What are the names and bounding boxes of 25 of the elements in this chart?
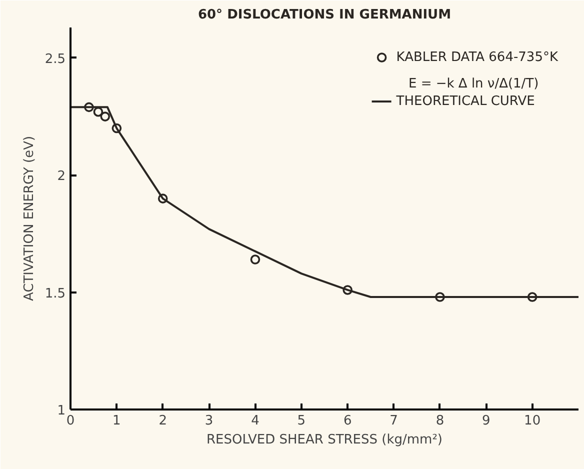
x-tick-label: 2 <box>158 414 168 428</box>
y-tick-label: 1.5 <box>44 286 66 302</box>
x-axis-title: RESOLVED SHEAR STRESS (kg/mm²) <box>206 432 443 448</box>
y-axis-title: ACTIVATION ENERGY (eV) <box>22 136 37 302</box>
x-tick-label: 6 <box>343 414 352 428</box>
y-tick-label: 2.5 <box>44 52 66 67</box>
chart-title: 60° DISLOCATIONS IN GERMANIUM <box>198 8 452 22</box>
x-tick-label: 0 <box>66 414 75 428</box>
x-tick-label: 1 <box>112 414 121 428</box>
point <box>93 106 104 117</box>
x-tick-label: 7 <box>390 414 398 428</box>
legend-label: THEORETICAL CURVE <box>396 94 535 108</box>
y-tick-label: 1 <box>57 404 66 418</box>
x-tick-label: 4 <box>251 414 260 428</box>
x-tick-label: 5 <box>297 414 306 428</box>
x-tick-label: 8 <box>436 414 444 428</box>
line-series <box>70 106 578 298</box>
y-tick-label: 2 <box>57 169 66 184</box>
x-tick-label: 9 <box>482 414 490 428</box>
point <box>250 254 260 264</box>
x-tick-label: 3 <box>204 414 214 428</box>
annotation: E = −k Δ ln ν/Δ(1/T) <box>408 76 539 92</box>
legend-label: KABLER DATA 664-735°K <box>396 50 558 64</box>
x-tick-label: 10 <box>524 414 541 428</box>
point <box>100 112 110 122</box>
